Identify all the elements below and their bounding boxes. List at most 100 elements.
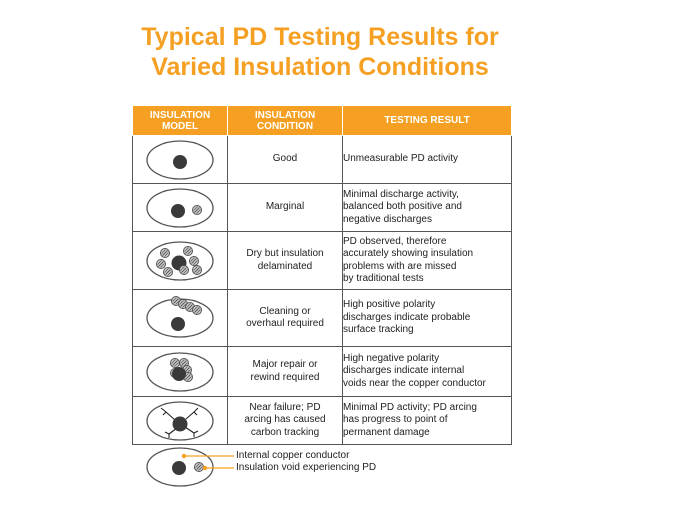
testing-result-cell-line: balanced both positive and — [343, 201, 462, 213]
testing-result-cell-line: Minimal PD activity; PD arcing — [343, 401, 477, 413]
testing-result-cell: PD observed, therefore accurately showing… — [342, 231, 512, 290]
insulation-condition-cell-line: Major repair or — [252, 359, 318, 370]
insulation-condition-cell: Good — [227, 135, 343, 184]
carbon-track-line — [193, 411, 198, 415]
insulation-condition-cell: Near failure; PD arcing has caused carbon … — [227, 396, 343, 445]
carbon-track-line — [165, 411, 176, 420]
insulation-model-internal-icon — [146, 351, 214, 392]
table-body: Good Unmeasurable PD activity Marginal Mini… — [132, 135, 512, 445]
table-row: Good Unmeasurable PD activity — [132, 135, 512, 184]
header-insulation-condition: INSULATION CONDITION — [227, 105, 343, 136]
table-row: Major repair or rewind required High negat… — [132, 346, 512, 397]
insulation-condition-cell: Cleaning or overhaul required — [227, 289, 343, 347]
table-row: Marginal Minimal discharge activity, balan… — [132, 183, 512, 232]
void-icon — [156, 258, 166, 269]
insulation-condition-cell-line: rewind required — [250, 371, 320, 383]
insulation-model-cell — [132, 135, 228, 184]
table-row: Dry but insulation delaminated PD observed… — [132, 231, 512, 290]
carbon-track-line — [160, 407, 167, 412]
insulation-model-cell — [132, 183, 228, 232]
header-testing-result: TESTING RESULT — [342, 105, 512, 136]
legend: Internal copper conductor Insulation voi… — [144, 442, 464, 492]
insulation-condition-cell: Marginal — [227, 183, 343, 232]
insulation-condition-cell-line: arcing has caused — [244, 414, 326, 426]
testing-result-cell-line: discharges indicate probable — [343, 311, 471, 323]
header-condition-line-2: CONDITION — [256, 120, 314, 132]
insulation-model-surface-icon — [146, 296, 214, 338]
conductor-icon — [173, 154, 187, 169]
testing-result-cell-line: Minimal discharge activity, — [343, 188, 459, 200]
carbon-track-line — [193, 430, 199, 433]
testing-result-cell: Unmeasurable PD activity — [342, 135, 512, 184]
void-icon — [192, 305, 202, 315]
insulation-model-delaminated-icon — [146, 240, 214, 281]
insulation-condition-cell-line: Near failure; PD — [249, 401, 321, 413]
testing-result-cell: Minimal PD activity; PD arcing has progre… — [342, 396, 512, 445]
header-condition-line-1: INSULATION — [254, 109, 316, 121]
void-icon — [170, 357, 180, 368]
void-icon — [183, 245, 193, 256]
testing-result-cell-line: Unmeasurable PD activity — [343, 153, 459, 165]
insulation-condition-cell-line: Dry but insulation — [246, 248, 324, 259]
void-icon — [179, 264, 189, 275]
testing-result-cell-line: High negative polarity — [343, 352, 440, 364]
title-line-1: Typical PD Testing Results for — [141, 23, 499, 51]
header-insulation-model: INSULATION MODEL — [132, 105, 228, 136]
title: Typical PD Testing Results for Varied In… — [0, 22, 640, 82]
testing-result-cell-line: accurately showing insulation — [343, 248, 474, 259]
testing-result-cell: High positive polarity discharges indicat… — [342, 289, 512, 347]
testing-result-cell-line: permanent damage — [343, 426, 430, 438]
insulation-model-cell — [132, 396, 228, 445]
header-model-line-1: INSULATION — [149, 109, 211, 121]
insulation-condition-cell-line: overhaul required — [246, 318, 324, 329]
header-model-line-2: MODEL — [161, 120, 199, 132]
insulation-condition-cell-line: delaminated — [257, 260, 313, 272]
carbon-track-line — [184, 426, 195, 433]
testing-result-cell-line: voids near the copper conductor — [343, 377, 486, 389]
testing-result-cell: High negative polarity discharges indicat… — [342, 346, 512, 397]
insulation-model-cell — [132, 346, 228, 397]
testing-result-cell-line: negative discharges — [343, 213, 432, 225]
void-icon — [160, 247, 170, 258]
testing-result-cell-line: problems with are missed — [343, 260, 457, 272]
void-icon — [192, 264, 202, 275]
testing-result-cell-line: by traditional tests — [343, 273, 424, 284]
insulation-model-marginal-icon — [146, 187, 214, 228]
carbon-track-line — [193, 407, 199, 412]
insulation-condition-cell: Dry but insulation delaminated — [227, 231, 343, 290]
conductor-icon — [171, 203, 185, 218]
table-row: Cleaning or overhaul required High positiv… — [132, 289, 512, 347]
conductor-icon — [172, 366, 186, 381]
pd-results-table: INSULATION MODEL INSULATION CONDITION TE… — [132, 105, 512, 445]
testing-result-cell-line: PD observed, therefore — [343, 235, 447, 247]
insulation-model-cell — [132, 231, 228, 290]
conductor-icon — [171, 317, 185, 331]
insulation-condition-cell: Major repair or rewind required — [227, 346, 343, 397]
table-row: Near failure; PD arcing has caused carbon … — [132, 396, 512, 445]
legend-void-icon — [194, 462, 204, 472]
void-icon — [192, 204, 202, 215]
insulation-condition-cell-line: carbon tracking — [250, 426, 320, 438]
conductor-icon — [172, 416, 188, 431]
testing-result-cell-line: High positive polarity — [343, 299, 436, 311]
insulation-model-good-icon — [146, 139, 214, 180]
testing-result-cell-line: surface tracking — [343, 324, 414, 336]
testing-result-cell-line: discharges indicate internal — [343, 365, 465, 377]
insulation-condition-cell-line: Cleaning or — [259, 305, 311, 317]
void-icon — [163, 266, 173, 277]
insulation-model-carbon-icon — [146, 400, 214, 441]
carbon-track-line — [185, 411, 195, 419]
legend-void-label: Insulation void experiencing PD — [236, 462, 377, 473]
testing-result-cell: Minimal discharge activity, balanced both… — [342, 183, 512, 232]
legend-diagram — [146, 447, 234, 487]
carbon-track-line — [164, 431, 170, 434]
header-row: INSULATION MODEL INSULATION CONDITION TE… — [132, 105, 512, 136]
insulation-condition-cell-line: Good — [272, 153, 298, 165]
legend-conductor-icon — [172, 461, 186, 475]
carbon-track-line — [162, 411, 167, 415]
title-line-2: Varied Insulation Conditions — [151, 53, 489, 81]
insulation-condition-cell-line: Marginal — [265, 201, 305, 213]
legend-conductor-label: Internal copper conductor — [236, 450, 350, 461]
insulation-model-cell — [132, 289, 228, 347]
void-icon — [189, 255, 199, 266]
